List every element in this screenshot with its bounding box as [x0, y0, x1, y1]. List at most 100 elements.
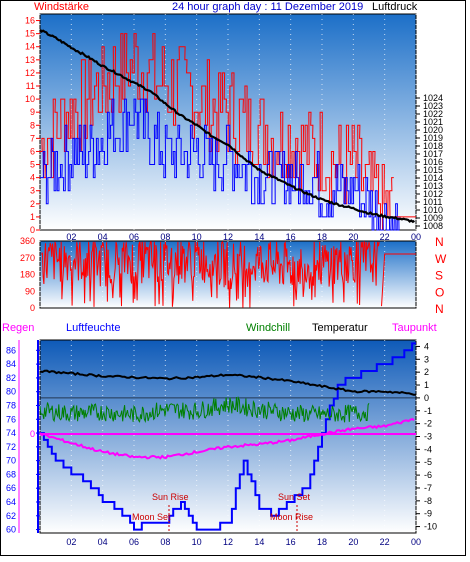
y-tick-label: 1: [30, 212, 35, 222]
y-tick-label: 76: [6, 414, 16, 424]
y-tick-label: -4: [424, 444, 432, 454]
y-tick-label: 66: [6, 483, 16, 493]
y-tick-label: -7: [424, 483, 432, 493]
x-tick-label: 04: [98, 232, 108, 242]
y-tick-label: 72: [6, 442, 16, 452]
y-tick-label: 11: [26, 81, 35, 91]
dewpoint-series: [39, 417, 415, 460]
y-tick-label: 16: [25, 16, 35, 26]
y-tick-label: 74: [6, 428, 16, 438]
y-tick-label: 1019: [423, 133, 443, 143]
x-tick-label: 02: [66, 537, 76, 547]
y-tick-label: 1023: [423, 101, 443, 111]
legend-regen: Regen: [2, 322, 34, 334]
compass-label: N: [435, 235, 444, 249]
y-tick-label: 10: [25, 94, 35, 104]
x-tick-label: 22: [380, 232, 390, 242]
y-tick-label: -3: [424, 432, 432, 442]
y-tick-label: 7: [30, 133, 35, 143]
y-tick-label: 1: [424, 380, 429, 390]
y-tick-label: 62: [6, 511, 16, 521]
x-tick-label: 20: [348, 537, 358, 547]
y-tick-label: 0: [30, 225, 35, 235]
x-tick-label: 06: [129, 537, 139, 547]
x-tick-label: 18: [317, 537, 327, 547]
y-tick-label: 5: [30, 160, 35, 170]
legend-luftfeuchte: Luftfeuchte: [66, 322, 120, 334]
y-tick-label: 68: [6, 469, 16, 479]
moon-rise-label: Moon Rise: [270, 512, 313, 522]
y-tick-label: -9: [424, 509, 432, 519]
y-tick-label: 70: [6, 456, 16, 466]
top-x-ticks: 02 04 06 08 10 12 14 16 18 20 22 00: [66, 232, 421, 242]
left-axis-title: Windstärke: [34, 1, 89, 13]
bottom-series: [39, 342, 417, 531]
y-tick-label: 86: [6, 345, 16, 355]
x-tick-label: 08: [160, 537, 170, 547]
mid-series: [41, 240, 416, 308]
y-tick-label: 12: [25, 68, 35, 78]
y-tick-label: 84: [6, 359, 16, 369]
bottom-panel-bg: [39, 339, 417, 534]
y-tick-label: 64: [6, 497, 16, 507]
humidity-series: [40, 342, 416, 531]
y-tick-label: 90: [25, 286, 35, 296]
y-tick-label: 180: [20, 270, 35, 280]
x-tick-label: 22: [380, 537, 390, 547]
y-tick-label: 0: [424, 393, 429, 403]
top-right-ticks: 1008100910101011101210131014101510161017…: [416, 93, 443, 231]
x-tick-label: 16: [286, 232, 296, 242]
mid-left-ticks: 0 90 180 270 360: [20, 236, 35, 313]
y-tick-label: 2: [30, 199, 35, 209]
windchill-series: [39, 395, 370, 423]
y-tick-label: 1016: [423, 157, 443, 167]
y-tick-label: 1020: [423, 125, 443, 135]
y-tick-label: -2: [424, 419, 432, 429]
y-tick-label: 1011: [423, 197, 442, 207]
y-tick-label: 1022: [423, 109, 443, 119]
y-tick-label: 270: [20, 253, 35, 263]
x-tick-label: 10: [192, 537, 202, 547]
top-series: [39, 28, 416, 231]
y-tick-label: 4: [424, 341, 429, 351]
x-tick-label: 12: [223, 537, 233, 547]
y-tick-label: 1021: [423, 117, 443, 127]
compass-label: S: [435, 269, 443, 283]
x-tick-label: 04: [98, 537, 108, 547]
y-tick-label: 1024: [423, 93, 443, 103]
y-tick-label: -8: [424, 496, 432, 506]
right-axis-title: Luftdruck: [372, 1, 418, 13]
x-tick-label: 12: [223, 232, 233, 242]
y-tick-label: 82: [6, 373, 16, 383]
y-tick-label: 2: [424, 367, 429, 377]
compass-label: N: [435, 302, 444, 316]
legend-temperatur: Temperatur: [312, 322, 368, 334]
compass-label: W: [435, 252, 447, 266]
y-tick-label: -1: [424, 406, 432, 416]
y-tick-label: 1018: [423, 141, 443, 151]
direction-series: [41, 240, 380, 308]
y-tick-label: 4: [30, 173, 35, 183]
y-tick-label: -10: [424, 522, 437, 532]
moon-set-label: Moon Set: [132, 512, 171, 522]
direction-tail: [381, 253, 416, 307]
x-tick-label: 14: [254, 232, 264, 242]
y-tick-label: 14: [25, 42, 35, 52]
bottom-left-ticks: 60 62 64 66 68 70 72 74 76 78 80 82 84 86: [6, 340, 40, 535]
y-tick-label: -6: [424, 470, 432, 480]
y-tick-label: 360: [20, 236, 35, 246]
y-tick-label: 3: [424, 354, 429, 364]
legend-taupunkt: Taupunkt: [392, 322, 437, 334]
x-tick-label: 20: [348, 232, 358, 242]
y-tick-label: 1014: [423, 173, 443, 183]
y-tick-label: 3: [30, 186, 35, 196]
wind-series: [40, 33, 394, 231]
sun-rise-label: Sun Rise: [152, 492, 189, 502]
y-tick-label: 1015: [423, 165, 443, 175]
x-tick-label: 02: [66, 232, 76, 242]
y-tick-label: 13: [25, 55, 35, 65]
y-tick-label: 80: [6, 387, 16, 397]
